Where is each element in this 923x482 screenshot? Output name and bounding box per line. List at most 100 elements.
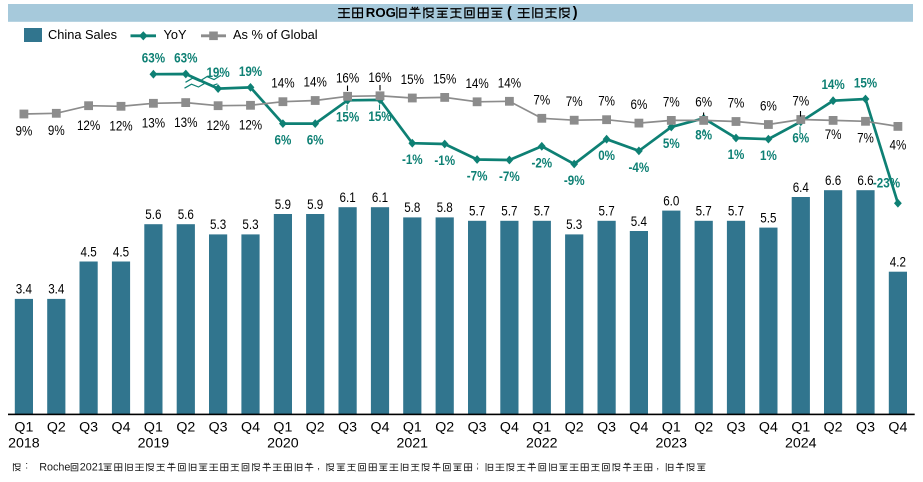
svg-text:2020: 2020 [267,436,299,452]
svg-text:6%: 6% [695,94,712,110]
svg-text:12%: 12% [239,118,263,134]
svg-text:0%: 0% [598,148,615,164]
svg-text:15%: 15% [336,109,360,125]
svg-text:Q4: Q4 [500,420,519,436]
svg-text:2023: 2023 [656,436,688,452]
svg-text:5.6: 5.6 [178,207,194,223]
svg-text:3.4: 3.4 [48,282,64,298]
svg-text:-1%: -1% [434,153,455,169]
svg-text:5.7: 5.7 [696,204,712,220]
svg-text:15%: 15% [401,72,425,88]
svg-text:63%: 63% [174,51,198,67]
svg-text:Q3: Q3 [209,420,228,436]
svg-text:-1%: -1% [402,152,423,168]
svg-text:5.5: 5.5 [760,210,776,226]
svg-text:6.1: 6.1 [372,190,388,206]
svg-text:Q3: Q3 [597,420,616,436]
svg-text:5.4: 5.4 [631,214,647,230]
svg-text:7%: 7% [598,94,615,110]
svg-text:2024: 2024 [785,436,817,452]
svg-text::: : [25,461,28,472]
svg-text:Q4: Q4 [629,420,648,436]
svg-text:14%: 14% [498,75,522,91]
svg-text:5.8: 5.8 [437,200,453,216]
svg-text:;: ; [476,460,479,471]
svg-text:2018: 2018 [8,436,40,452]
svg-text:19%: 19% [206,65,230,81]
svg-text:As % of Global: As % of Global [233,27,318,42]
svg-text:15%: 15% [433,71,457,87]
svg-text:9%: 9% [48,123,65,139]
svg-text:-7%: -7% [499,169,520,185]
svg-text:Q1: Q1 [532,420,551,436]
svg-text:1%: 1% [728,147,745,163]
svg-text:): ) [573,5,578,21]
svg-text:5.7: 5.7 [534,204,550,220]
svg-text:Q4: Q4 [241,420,260,436]
svg-text:13%: 13% [174,115,198,131]
svg-text:Q4: Q4 [112,420,131,436]
svg-text:7%: 7% [825,127,842,143]
svg-text:Q3: Q3 [468,420,487,436]
svg-text:6.4: 6.4 [793,180,809,196]
svg-text:6.0: 6.0 [663,193,679,209]
svg-text:6%: 6% [760,99,777,115]
svg-text:5.7: 5.7 [599,204,615,220]
svg-text:Q3: Q3 [338,420,357,436]
svg-text:Q3: Q3 [856,420,875,436]
svg-text:3.4: 3.4 [16,282,32,298]
svg-text:12%: 12% [206,118,230,134]
svg-text:Roche: Roche [39,462,70,474]
svg-text:5.3: 5.3 [210,217,226,233]
svg-text:Q1: Q1 [791,420,810,436]
svg-text:Q2: Q2 [565,420,584,436]
svg-text:ROG: ROG [366,5,396,20]
svg-text:15%: 15% [368,109,392,125]
svg-text:5.9: 5.9 [275,197,291,213]
svg-text:5%: 5% [663,136,680,152]
svg-text:6%: 6% [275,133,292,149]
svg-text:6.6: 6.6 [857,173,873,189]
svg-text:8%: 8% [695,127,712,143]
svg-text:,: , [317,461,320,472]
svg-text:-4%: -4% [629,160,650,176]
svg-text:Q1: Q1 [14,420,33,436]
svg-text:6.1: 6.1 [340,190,356,206]
svg-text:5.7: 5.7 [728,204,744,220]
svg-text:Q2: Q2 [824,420,843,436]
svg-text:63%: 63% [142,51,166,67]
svg-text:Q2: Q2 [694,420,713,436]
svg-text:14%: 14% [465,76,489,92]
svg-text:Q3: Q3 [79,420,98,436]
svg-text:China Sales: China Sales [48,27,117,42]
svg-text:5.3: 5.3 [242,217,258,233]
svg-text:6%: 6% [631,97,648,113]
svg-text:2019: 2019 [138,436,170,452]
svg-text:Q1: Q1 [662,420,681,436]
svg-text:(: ( [507,5,512,21]
svg-text:14%: 14% [271,76,295,92]
svg-text:Q1: Q1 [403,420,422,436]
svg-text:Q2: Q2 [435,420,454,436]
svg-text:-7%: -7% [467,169,488,185]
svg-text:-9%: -9% [564,173,585,189]
svg-text:14%: 14% [821,77,845,93]
svg-text:2021: 2021 [80,462,104,474]
svg-text:-23%: -23% [873,176,901,192]
svg-text:Q3: Q3 [727,420,746,436]
svg-text:Q1: Q1 [144,420,163,436]
svg-text:7%: 7% [566,94,583,110]
svg-text:5.6: 5.6 [145,207,161,223]
svg-text:7%: 7% [857,131,874,147]
svg-text:12%: 12% [109,119,133,135]
svg-text:7%: 7% [728,96,745,112]
svg-text:2021: 2021 [397,436,429,452]
svg-text:7%: 7% [792,94,809,110]
svg-text:15%: 15% [854,76,878,92]
svg-text:7%: 7% [533,92,550,108]
svg-text:5.7: 5.7 [469,204,485,220]
svg-text:6%: 6% [307,133,324,149]
svg-text:5.9: 5.9 [307,197,323,213]
svg-text:Q2: Q2 [306,420,325,436]
svg-text:9%: 9% [16,124,33,140]
